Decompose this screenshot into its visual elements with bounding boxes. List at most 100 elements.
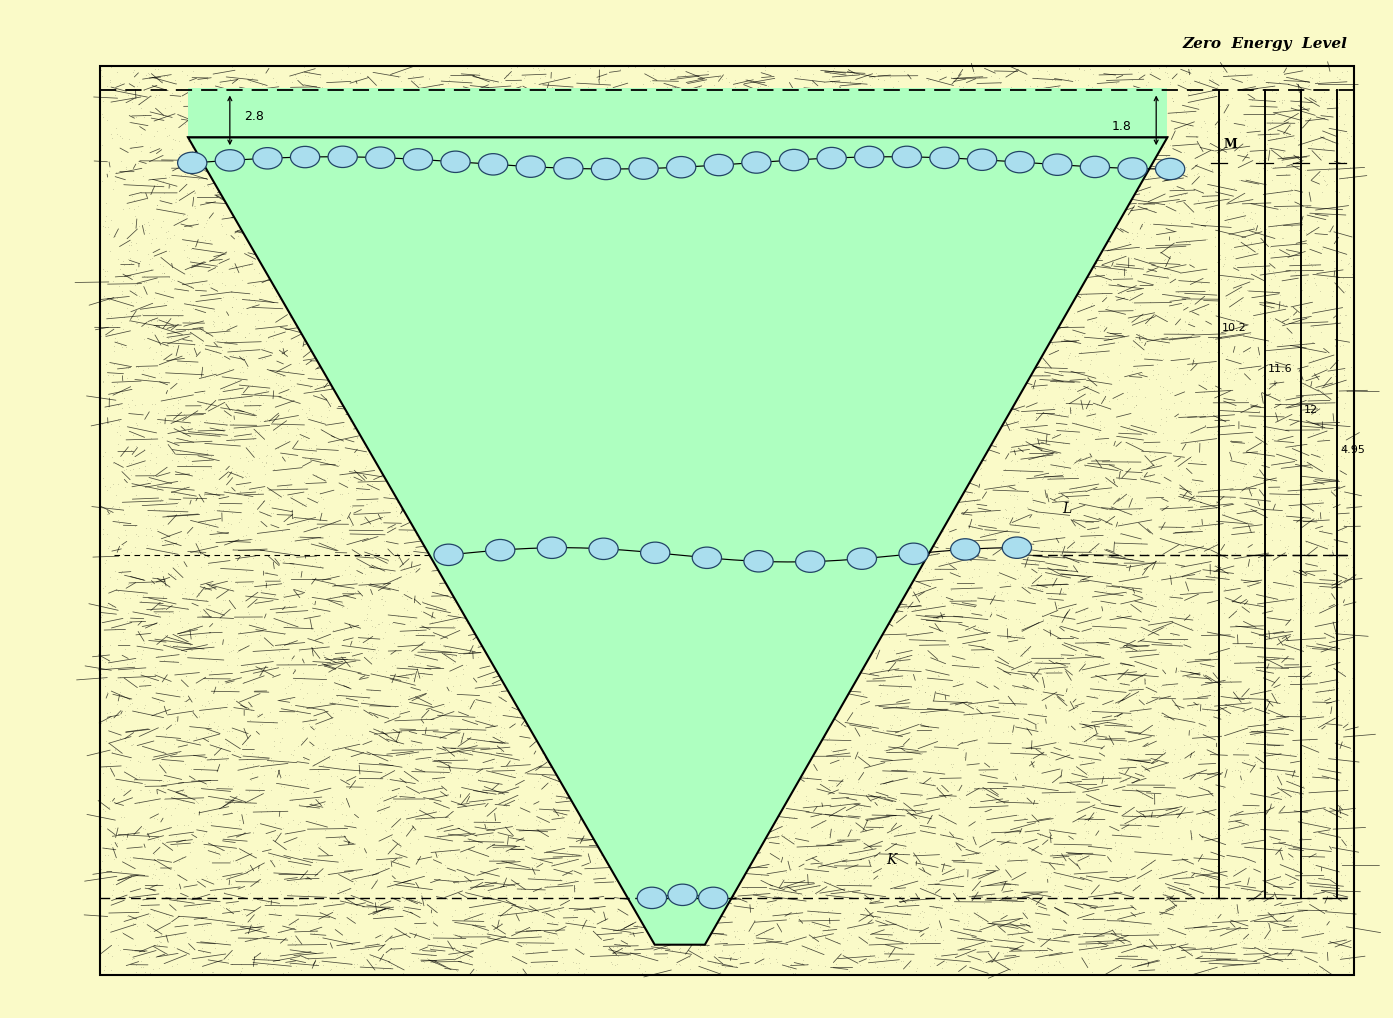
Point [1080,227,1102,243]
Point [540,459,563,475]
Point [1006,453,1028,469]
Point [663,116,685,132]
Point [1152,507,1174,523]
Point [362,216,384,232]
Point [1151,906,1173,922]
Point [1199,696,1222,713]
Point [540,732,563,748]
Point [1280,797,1302,813]
Point [997,555,1020,571]
Point [1202,382,1224,398]
Point [267,642,290,659]
Point [871,448,893,464]
Point [1282,715,1304,731]
Point [407,165,429,181]
Point [286,172,308,188]
Point [775,282,797,298]
Point [205,331,227,347]
Point [942,323,964,339]
Point [787,849,809,865]
Point [1167,901,1190,917]
Point [130,100,152,116]
Point [989,224,1011,240]
Point [1133,413,1155,430]
Point [109,427,131,443]
Point [1139,592,1162,609]
Point [308,677,330,693]
Point [152,587,174,604]
Point [769,608,791,624]
Point [248,389,270,405]
Point [953,374,975,390]
Point [318,248,340,265]
Point [651,231,673,247]
Point [235,347,258,363]
Point [1219,306,1241,323]
Point [1240,205,1262,221]
Point [496,204,518,220]
Point [240,634,262,651]
Point [1191,322,1213,338]
Point [298,151,320,167]
Point [1158,194,1180,211]
Point [1041,72,1063,89]
Point [228,341,251,357]
Point [829,557,851,573]
Point [553,390,575,406]
Point [245,191,267,208]
Point [632,76,655,93]
Point [252,371,274,387]
Point [1195,369,1217,385]
Point [621,850,644,866]
Point [801,883,823,899]
Point [182,779,205,795]
Point [439,549,461,565]
Point [564,453,586,469]
Point [325,169,347,185]
Point [219,173,241,189]
Point [571,663,593,679]
Point [547,394,570,410]
Point [1081,400,1103,416]
Point [306,685,329,701]
Point [1194,664,1216,680]
Point [329,451,351,467]
Point [971,782,993,798]
Point [497,891,520,907]
Point [1270,936,1293,952]
Point [683,254,705,271]
Point [1223,762,1245,779]
Point [181,299,203,316]
Point [1269,287,1291,303]
Point [669,487,691,503]
Point [238,291,260,307]
Point [1121,338,1144,354]
Point [245,849,267,865]
Point [418,287,440,303]
Point [1167,770,1190,786]
Point [269,552,291,568]
Point [1067,71,1089,88]
Point [461,170,483,186]
Point [167,372,189,388]
Point [903,493,925,509]
Point [1003,99,1025,115]
Point [1213,363,1236,380]
Point [528,328,550,344]
Point [653,222,676,238]
Point [898,204,921,220]
Point [1128,178,1151,194]
Point [329,846,351,862]
Point [511,492,534,508]
Point [490,915,513,931]
Point [898,276,921,292]
Point [290,314,312,330]
Point [1241,557,1263,573]
Point [935,737,957,753]
Point [429,591,451,608]
Point [1305,684,1328,700]
Point [454,938,476,954]
Point [340,906,362,922]
Point [910,314,932,330]
Point [358,177,380,193]
